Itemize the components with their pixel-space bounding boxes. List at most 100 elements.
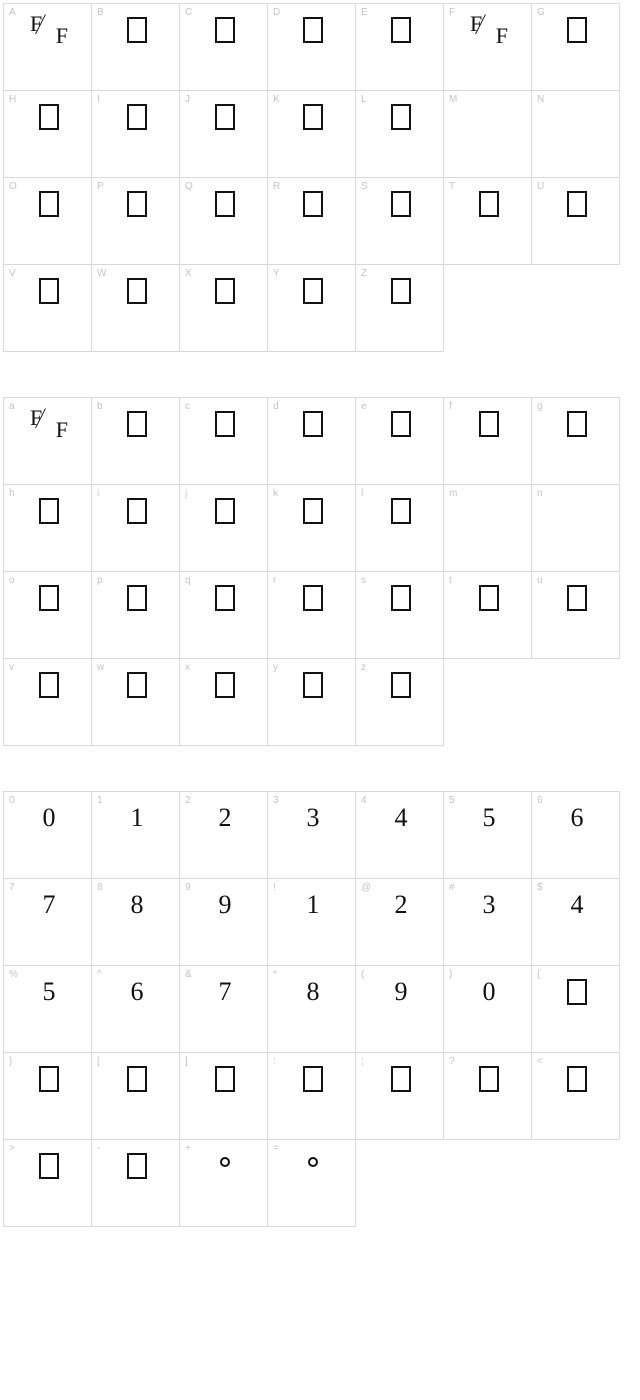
charmap-cell[interactable]: 77 — [3, 878, 92, 966]
charmap-cell[interactable]: q — [179, 571, 268, 659]
charmap-cell[interactable]: )0 — [443, 965, 532, 1053]
charmap-cell[interactable]: I — [91, 90, 180, 178]
charmap-cell[interactable]: L — [355, 90, 444, 178]
charmap-key-label: q — [185, 576, 191, 586]
charmap-cell[interactable]: v — [3, 658, 92, 746]
charmap-cell[interactable]: FF⁄F — [443, 3, 532, 91]
charmap-cell[interactable]: ^6 — [91, 965, 180, 1053]
charmap-cell[interactable]: T — [443, 177, 532, 265]
charmap-key-label: z — [361, 663, 366, 673]
charmap-cell[interactable]: B — [91, 3, 180, 91]
charmap-cell[interactable]: K — [267, 90, 356, 178]
charmap-cell[interactable]: i — [91, 484, 180, 572]
charmap-cell[interactable]: E — [355, 3, 444, 91]
charmap-cell[interactable]: } — [3, 1052, 92, 1140]
charmap-cell[interactable]: p — [91, 571, 180, 659]
charmap-cell[interactable]: W — [91, 264, 180, 352]
charmap-cell[interactable]: > — [3, 1139, 92, 1227]
charmap-cell[interactable]: [ — [91, 1052, 180, 1140]
charmap-cell[interactable]: H — [3, 90, 92, 178]
charmap-cell[interactable]: 00 — [3, 791, 92, 879]
charmap-cell[interactable]: N — [531, 90, 620, 178]
charmap-glyph — [378, 101, 424, 133]
charmap-cell[interactable]: u — [531, 571, 620, 659]
charmap-cell[interactable]: y — [267, 658, 356, 746]
charmap-cell[interactable]: G — [531, 3, 620, 91]
charmap-cell[interactable]: k — [267, 484, 356, 572]
charmap-cell[interactable]: V — [3, 264, 92, 352]
charmap-key-label: O — [9, 182, 17, 192]
charmap-cell[interactable]: m — [443, 484, 532, 572]
charmap-cell[interactable]: d — [267, 397, 356, 485]
charmap-cell[interactable]: Y — [267, 264, 356, 352]
charmap-glyph — [114, 188, 160, 220]
charmap-cell[interactable]: 99 — [179, 878, 268, 966]
charmap-cell[interactable]: s — [355, 571, 444, 659]
charmap-cell[interactable]: h — [3, 484, 92, 572]
missing-glyph-icon — [567, 979, 587, 1005]
charmap-cell[interactable]: (9 — [355, 965, 444, 1053]
charmap-cell[interactable]: 11 — [91, 791, 180, 879]
charmap-cell[interactable]: < — [531, 1052, 620, 1140]
charmap-cell[interactable]: b — [91, 397, 180, 485]
charmap-cell[interactable]: @2 — [355, 878, 444, 966]
charmap-cell[interactable]: P — [91, 177, 180, 265]
charmap-cell[interactable]: Z — [355, 264, 444, 352]
charmap-cell[interactable]: n — [531, 484, 620, 572]
charmap-cell[interactable]: 44 — [355, 791, 444, 879]
glyph-text: 6 — [131, 977, 144, 1007]
charmap-cell[interactable]: - — [91, 1139, 180, 1227]
charmap-cell[interactable]: z — [355, 658, 444, 746]
charmap-cell[interactable]: X — [179, 264, 268, 352]
charmap-cell[interactable]: J — [179, 90, 268, 178]
charmap-glyph — [114, 1150, 160, 1182]
charmap-cell[interactable]: *8 — [267, 965, 356, 1053]
charmap-cell[interactable]: j — [179, 484, 268, 572]
charmap-cell[interactable]: { — [531, 965, 620, 1053]
charmap-glyph — [378, 495, 424, 527]
charmap-cell[interactable]: 22 — [179, 791, 268, 879]
charmap-cell[interactable]: AF⁄F — [3, 3, 92, 91]
charmap-cell[interactable]: g — [531, 397, 620, 485]
charmap-cell[interactable]: t — [443, 571, 532, 659]
charmap-glyph — [26, 582, 72, 614]
charmap-cell[interactable]: S — [355, 177, 444, 265]
charmap-cell[interactable]: O — [3, 177, 92, 265]
charmap-cell[interactable]: M — [443, 90, 532, 178]
charmap-cell[interactable]: #3 — [443, 878, 532, 966]
charmap-cell[interactable]: C — [179, 3, 268, 91]
charmap-cell[interactable]: $4 — [531, 878, 620, 966]
charmap-cell[interactable]: 55 — [443, 791, 532, 879]
charmap-blank-cell — [531, 264, 620, 352]
charmap-cell[interactable]: ] — [179, 1052, 268, 1140]
charmap-key-label: y — [273, 663, 278, 673]
missing-glyph-icon — [391, 104, 411, 130]
charmap-cell[interactable]: ; — [355, 1052, 444, 1140]
charmap-cell[interactable]: D — [267, 3, 356, 91]
charmap-cell[interactable]: 88 — [91, 878, 180, 966]
charmap-cell[interactable]: !1 — [267, 878, 356, 966]
charmap-key-label: F — [449, 8, 455, 18]
charmap-cell[interactable]: e — [355, 397, 444, 485]
charmap-cell[interactable]: l — [355, 484, 444, 572]
charmap-cell[interactable]: x — [179, 658, 268, 746]
charmap-cell[interactable]: R — [267, 177, 356, 265]
charmap-key-label: M — [449, 95, 457, 105]
charmap-cell[interactable]: aF⁄F — [3, 397, 92, 485]
charmap-cell[interactable]: 33 — [267, 791, 356, 879]
charmap-cell[interactable]: = — [267, 1139, 356, 1227]
charmap-cell[interactable]: f — [443, 397, 532, 485]
charmap-cell[interactable]: + — [179, 1139, 268, 1227]
charmap-cell[interactable]: r — [267, 571, 356, 659]
charmap-cell[interactable]: Q — [179, 177, 268, 265]
charmap-cell[interactable]: U — [531, 177, 620, 265]
charmap-cell[interactable]: &7 — [179, 965, 268, 1053]
charmap-cell[interactable]: o — [3, 571, 92, 659]
charmap-cell[interactable]: %5 — [3, 965, 92, 1053]
charmap-cell[interactable]: c — [179, 397, 268, 485]
charmap-key-label: = — [273, 1144, 279, 1154]
charmap-cell[interactable]: 66 — [531, 791, 620, 879]
charmap-cell[interactable]: : — [267, 1052, 356, 1140]
charmap-cell[interactable]: w — [91, 658, 180, 746]
charmap-cell[interactable]: ? — [443, 1052, 532, 1140]
